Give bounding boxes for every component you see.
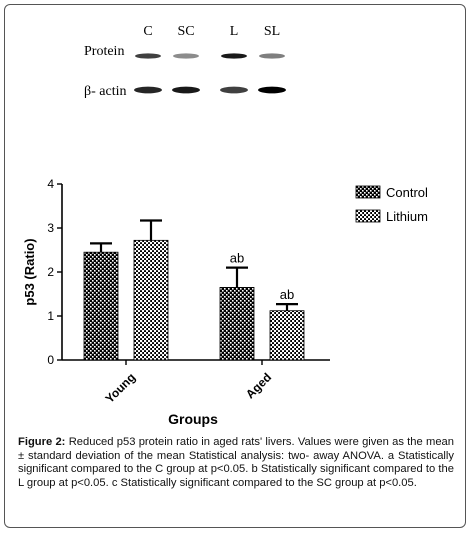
lane-label-sc: SC — [177, 24, 195, 39]
legend-swatch-control — [355, 185, 381, 199]
caption-text: Reduced p53 protein ratio in aged rats' … — [18, 436, 454, 489]
bar-lithium — [269, 310, 305, 361]
bar-control — [219, 287, 255, 361]
y-tick-label: 3 — [47, 221, 54, 235]
y-tick-label: 1 — [47, 309, 54, 323]
actin-band — [220, 86, 248, 94]
bar-chart: p53 (Ratio) 0 1 2 3 4 Young Aged ab ab Groups C… — [22, 177, 428, 427]
y-tick-label: 0 — [47, 353, 54, 367]
y-tick-label: 4 — [47, 177, 54, 191]
blot-row-label-protein: Protein — [84, 44, 125, 59]
x-tick-label: Aged — [243, 370, 274, 401]
actin-band — [134, 86, 162, 94]
bar-lithium — [133, 239, 169, 361]
lane-label-c: C — [143, 24, 153, 39]
actin-band — [258, 86, 286, 94]
actin-band — [172, 86, 200, 94]
legend-swatch-lithium — [355, 209, 381, 223]
legend: Control Lithium — [355, 185, 428, 224]
bar-control — [83, 251, 119, 361]
significance-label: ab — [280, 287, 294, 302]
lane-label-l: L — [229, 24, 239, 39]
y-axis-label: p53 (Ratio) — [22, 238, 37, 305]
significance-label: ab — [230, 251, 244, 266]
x-tick-label: Young — [102, 370, 138, 406]
figure-caption: Figure 2: Reduced p53 protein ratio in a… — [18, 436, 454, 490]
legend-label-control: Control — [386, 185, 428, 200]
protein-band — [221, 53, 247, 59]
blot-row-label-actin: β- actin — [84, 84, 127, 99]
blot-bands — [134, 53, 286, 94]
lane-label-sl: SL — [263, 24, 281, 39]
figure-label: Figure 2: — [18, 436, 66, 448]
protein-band — [259, 53, 285, 59]
x-axis-label: Groups — [168, 411, 218, 427]
y-tick-label: 2 — [47, 265, 54, 279]
protein-band — [135, 53, 161, 59]
legend-label-lithium: Lithium — [386, 209, 428, 224]
protein-band — [173, 53, 199, 59]
